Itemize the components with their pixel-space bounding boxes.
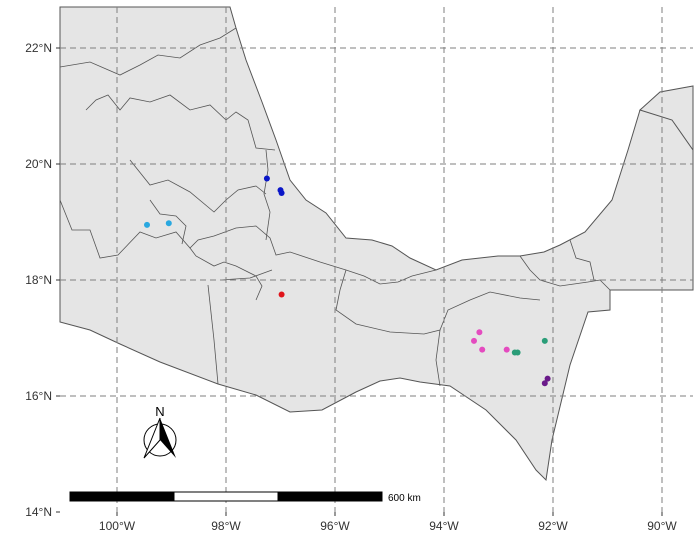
y-tick-label: 14°N: [25, 505, 52, 519]
scale-bar: 600 km: [69, 491, 421, 504]
data-point: [263, 175, 270, 182]
data-point: [544, 375, 551, 382]
data-point: [471, 337, 477, 344]
land-mexico: [59, 6, 694, 482]
data-point: [503, 346, 510, 353]
land-yucatan-east: [639, 85, 694, 152]
scale-bar-segment-1: [69, 491, 175, 502]
x-tick-label: 94°W: [429, 519, 459, 533]
data-point: [278, 190, 285, 196]
graticule: [60, 7, 693, 512]
data-point: [541, 337, 548, 344]
north-arrow-needle-dark: [160, 418, 176, 458]
data-point: [144, 221, 150, 228]
y-tick-label: 20°N: [25, 157, 52, 171]
x-tick-label: 100°W: [99, 519, 136, 533]
axis-ticks: [56, 47, 663, 516]
x-tick-label: 92°W: [538, 519, 568, 533]
data-point: [165, 220, 172, 227]
y-tick-label: 18°N: [25, 273, 52, 287]
data-point: [476, 329, 483, 336]
y-tick-label: 22°N: [25, 41, 52, 55]
scale-bar-segment-3: [277, 491, 383, 502]
scale-bar-label: 600 km: [388, 493, 421, 504]
scale-bar-segment-2: [173, 491, 279, 502]
data-point: [278, 291, 285, 298]
state-borders: [59, 27, 611, 387]
north-arrow: N: [143, 404, 177, 459]
data-point: [541, 380, 548, 387]
data-point: [479, 346, 486, 353]
data-points: [144, 175, 551, 387]
y-tick-label: 16°N: [25, 389, 52, 403]
x-tick-label: 90°W: [647, 519, 677, 533]
north-arrow-needle-light: [143, 417, 161, 459]
north-arrow-label: N: [155, 404, 164, 419]
x-tick-label: 98°W: [211, 519, 241, 533]
x-tick-label: 96°W: [320, 519, 350, 533]
data-point: [514, 349, 521, 356]
